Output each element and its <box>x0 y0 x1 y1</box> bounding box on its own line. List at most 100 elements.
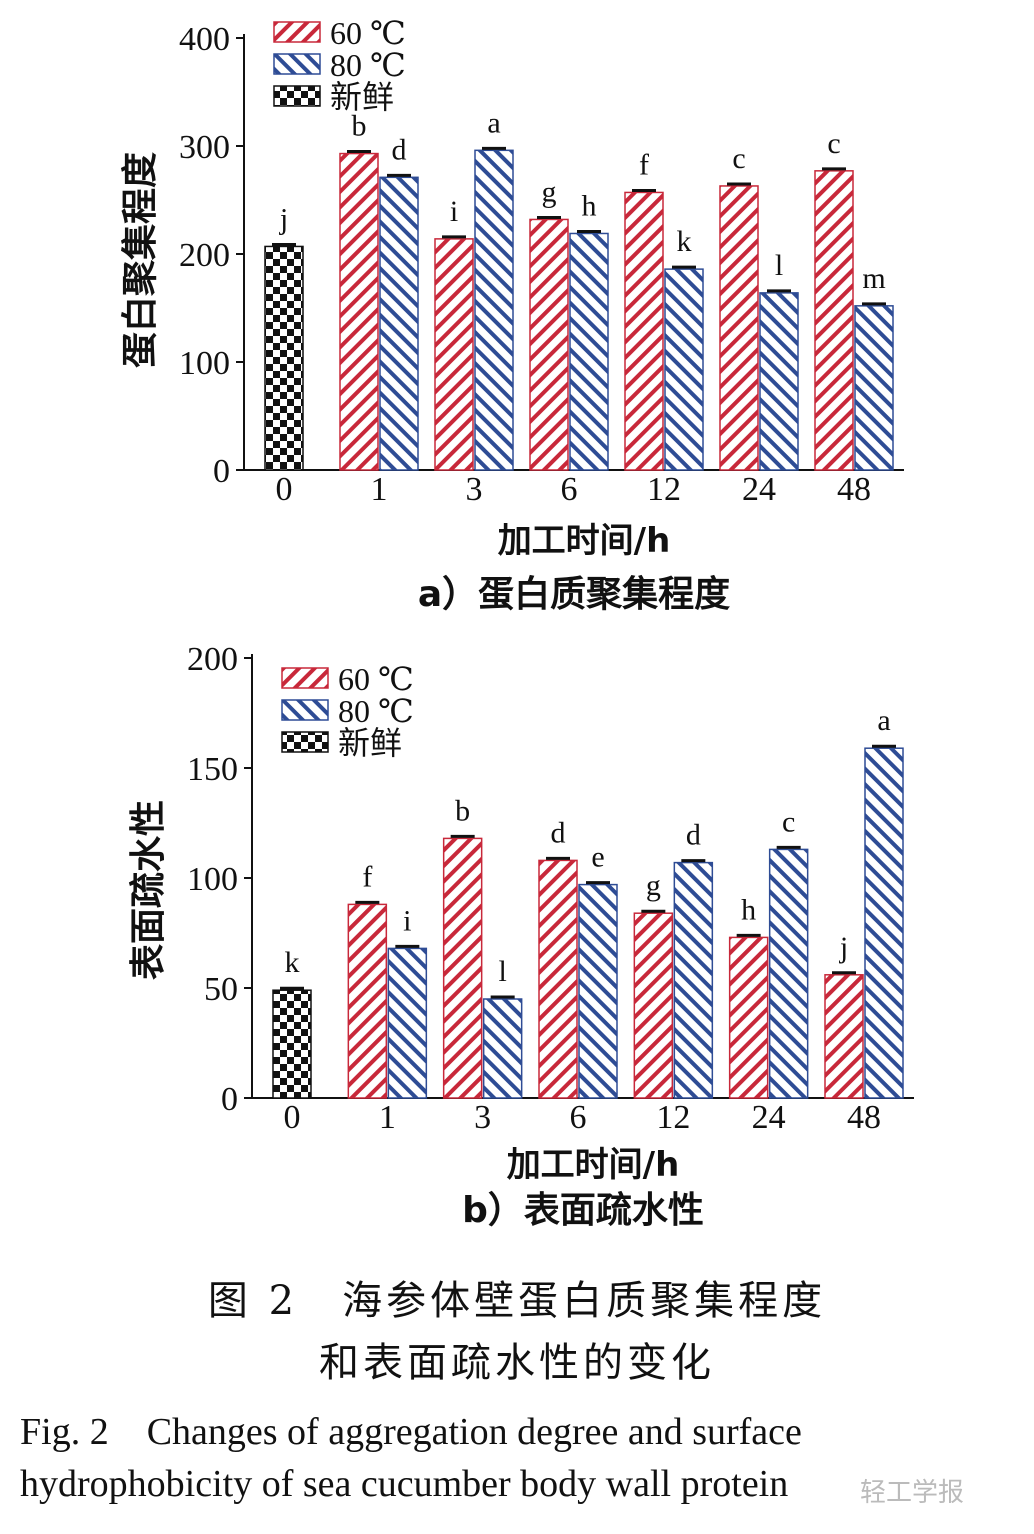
bar <box>768 848 809 1099</box>
significance-letter: b <box>352 110 367 143</box>
legend-label: 80 ℃ <box>330 47 406 83</box>
significance-letter: f <box>362 860 372 893</box>
x-tick-label: 6 <box>561 471 578 508</box>
bar <box>347 903 388 1099</box>
y-tick-label: 200 <box>179 237 230 274</box>
bar <box>664 268 704 471</box>
y-tick-label: 300 <box>179 129 230 166</box>
x-tick-label: 24 <box>752 1099 786 1136</box>
y-tick-label: 50 <box>204 971 238 1008</box>
bar <box>482 998 523 1099</box>
legend-label: 80 ℃ <box>338 693 414 729</box>
bar <box>387 947 428 1099</box>
significance-letter: l <box>498 955 506 988</box>
legend-swatch <box>273 85 321 107</box>
significance-letter: a <box>487 106 500 139</box>
legend-swatch <box>273 21 321 43</box>
bar <box>864 747 904 1099</box>
legend-label: 60 ℃ <box>338 661 414 697</box>
bar <box>728 936 769 1099</box>
bar <box>814 170 854 471</box>
significance-letter: m <box>862 262 885 295</box>
x-axis-label: 加工时间/h <box>507 1145 680 1185</box>
significance-letter: j <box>279 202 288 235</box>
x-tick-label: 6 <box>570 1099 587 1136</box>
watermark-text: 轻工学报 <box>860 1478 965 1508</box>
bar <box>474 149 514 471</box>
x-tick-label: 0 <box>284 1099 301 1136</box>
bar <box>339 152 379 471</box>
significance-letter: j <box>839 931 848 964</box>
bar <box>272 989 312 1099</box>
y-axis-label: 表面疏水性 <box>128 800 169 980</box>
y-axis-label: 蛋白聚集程度 <box>120 152 161 368</box>
caption-zh-line2: 和表面疏水性的变化 <box>319 1340 715 1386</box>
bar <box>633 912 674 1099</box>
bar <box>759 292 799 471</box>
legend-label: 新鲜 <box>338 724 402 762</box>
y-tick-label: 0 <box>213 453 230 490</box>
significance-letter: d <box>392 133 407 166</box>
bar <box>578 883 618 1099</box>
significance-letter: c <box>782 805 795 838</box>
significance-letter: c <box>827 127 840 160</box>
bar <box>624 191 664 471</box>
x-tick-label: 0 <box>276 471 293 508</box>
y-tick-label: 400 <box>179 21 230 58</box>
significance-letter: d <box>551 816 566 849</box>
panel-label: a）蛋白质聚集程度 <box>418 574 730 615</box>
bar <box>824 974 864 1099</box>
significance-letter: k <box>285 946 300 979</box>
caption-en-line1: Fig. 2 Changes of aggregation degree and… <box>20 1411 802 1453</box>
x-tick-label: 24 <box>742 471 776 508</box>
y-tick-label: 100 <box>179 345 230 382</box>
significance-letter: h <box>582 189 597 222</box>
x-tick-label: 1 <box>379 1099 396 1136</box>
bar <box>529 218 569 471</box>
significance-letter: a <box>877 704 890 737</box>
x-tick-label: 1 <box>371 471 388 508</box>
significance-letter: h <box>741 893 756 926</box>
legend-swatch <box>281 731 329 753</box>
chart-panel-a: 0 100 200 300 400 0 1 3 6 12 24 48 b i g f c c d a h k l m j 60 ℃… <box>120 15 904 615</box>
caption-zh-line1: 图 2 海参体壁蛋白质聚集程度 <box>207 1278 827 1324</box>
significance-letter: d <box>686 819 701 852</box>
bar <box>264 245 304 471</box>
bar <box>379 176 419 471</box>
significance-letter: l <box>775 249 783 282</box>
y-tick-label: 100 <box>187 861 238 898</box>
x-tick-label: 48 <box>847 1099 881 1136</box>
significance-letter: i <box>450 195 458 228</box>
x-axis-label: 加工时间/h <box>498 521 671 561</box>
bar <box>569 232 609 471</box>
bar <box>854 305 894 471</box>
significance-letter: i <box>403 904 411 937</box>
y-tick-label: 200 <box>187 641 238 678</box>
y-tick-label: 150 <box>187 751 238 788</box>
legend-label: 新鲜 <box>330 78 394 116</box>
x-tick-label: 3 <box>466 471 483 508</box>
caption-en-line2: hydrophobicity of sea cucumber body wall… <box>20 1463 789 1505</box>
significance-letter: b <box>455 794 470 827</box>
bar <box>434 238 474 471</box>
legend-swatch <box>281 667 329 689</box>
legend-swatch <box>281 699 329 721</box>
significance-letter: k <box>677 225 692 258</box>
bar <box>442 837 483 1099</box>
significance-letter: e <box>591 841 604 874</box>
significance-letter: g <box>646 869 661 902</box>
bar <box>673 861 714 1099</box>
y-tick-label: 0 <box>221 1081 238 1118</box>
significance-letter: f <box>639 148 649 181</box>
x-tick-label: 3 <box>474 1099 491 1136</box>
panel-label: b）表面疏水性 <box>462 1190 704 1231</box>
significance-letter: g <box>542 175 557 208</box>
legend-label: 60 ℃ <box>330 15 406 51</box>
significance-letter: c <box>732 142 745 175</box>
x-tick-label: 48 <box>837 471 871 508</box>
x-tick-label: 12 <box>647 471 681 508</box>
bar <box>719 185 759 471</box>
bar <box>538 859 578 1099</box>
